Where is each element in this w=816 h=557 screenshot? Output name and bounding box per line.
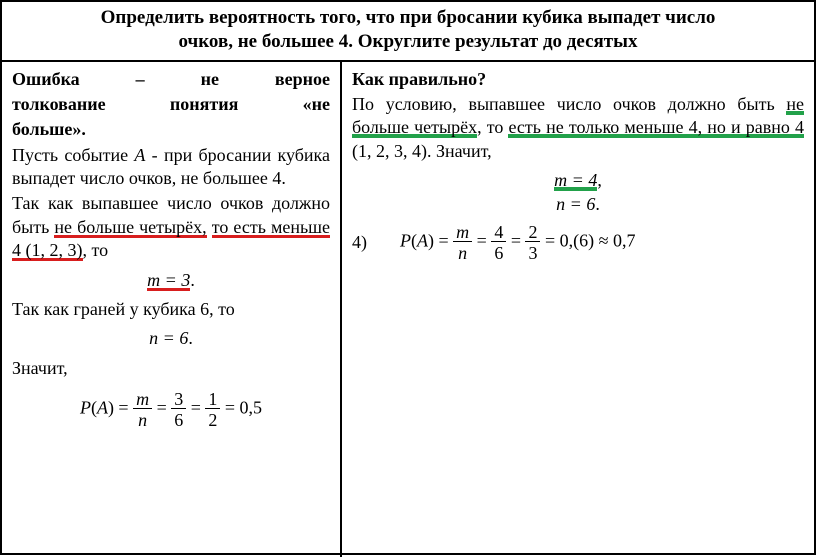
wrong-title-line3: больше». [12, 118, 330, 141]
problem-header: Определить вероятность того, что при бро… [2, 2, 814, 62]
wrong-m-text: m = 3 [147, 270, 190, 290]
cf1d: n [453, 242, 472, 262]
correct-pa: P(A) = [400, 231, 453, 251]
wrong-title-seg2: не [201, 68, 219, 91]
wrong-title-l2c: «не [303, 93, 330, 116]
correct-p1b: , то [477, 117, 508, 137]
correct-final-eq: P(A) = mn = 46 = 23 = 0,(6) ≈ 0,7 [386, 223, 636, 262]
wrong-p1: Пусть событие A - при бросании кубика вы… [12, 144, 330, 191]
wrong-eq2: = [191, 398, 206, 418]
wrong-title-line2: толкование понятия «не [12, 93, 330, 116]
f1d: n [133, 409, 152, 429]
correct-p1a: По условию, выпавшее число очков должно … [352, 94, 786, 114]
correct-m-value: m = 4 [554, 170, 597, 191]
wrong-pa: P(A) = [80, 398, 133, 418]
wrong-title-seg3: верное [275, 68, 330, 91]
cf2n: 4 [491, 223, 506, 242]
wrong-tail: = 0,5 [225, 398, 262, 418]
wrong-column: Ошибка – не верное толкование понятия «н… [2, 62, 342, 557]
f2d: 6 [171, 409, 186, 429]
wrong-eq-m: m = 3. [12, 269, 330, 292]
wrong-m-dot: . [190, 270, 195, 290]
correct-column: Как правильно? По условию, выпавшее числ… [342, 62, 814, 557]
correct-eq-mn: m = 4, n = 6. [352, 171, 804, 213]
wrong-title-l2b: понятия [170, 93, 238, 116]
wrong-frac-2: 36 [171, 390, 186, 429]
wrong-m-value: m = 3 [147, 270, 190, 291]
correct-frac-1: mn [453, 223, 472, 262]
correct-frac-2: 46 [491, 223, 506, 262]
correct-frac-3: 23 [525, 223, 540, 262]
wrong-p3: Так как граней у кубика 6, то [12, 298, 330, 321]
wrong-title-line1: Ошибка – не верное [12, 68, 330, 91]
f3d: 2 [205, 409, 220, 429]
wrong-frac-3: 12 [205, 390, 220, 429]
wrong-eq1: = [157, 398, 172, 418]
wrong-eq-n: n = 6. [12, 327, 330, 350]
correct-p1c: (1, 2, 3, 4). Значит, [352, 141, 492, 161]
correct-underline-2: есть не только меньше 4, но и равно 4 [508, 117, 804, 138]
wrong-p2: Так как выпавшее число очков должно быть… [12, 192, 330, 262]
wrong-frac-1: mn [133, 390, 152, 429]
header-line-1: Определить вероятность того, что при бро… [101, 7, 716, 28]
wrong-title-seg1: Ошибка [12, 68, 80, 91]
f1n: m [133, 390, 152, 409]
wrong-n-text: n = 6 [149, 328, 188, 348]
f3n: 1 [205, 390, 220, 409]
wrong-p1a: Пусть событие [12, 145, 134, 165]
wrong-final-eq: P(A) = mn = 36 = 12 = 0,5 [12, 390, 330, 429]
correct-n-dot: . [595, 194, 600, 214]
correct-eq1: = [477, 231, 492, 251]
wrong-underline-1: не больше четырёх, [54, 217, 206, 238]
worksheet-frame: Определить вероятность того, что при бро… [0, 0, 816, 555]
f2n: 3 [171, 390, 186, 409]
wrong-title-dash: – [136, 68, 145, 91]
wrong-n-dot: . [188, 328, 193, 348]
columns: Ошибка – не верное толкование понятия «н… [2, 62, 814, 557]
header-line-2: очков, не большее 4. Округлите результат… [179, 31, 638, 52]
cf2d: 6 [491, 242, 506, 262]
correct-title: Как правильно? [352, 68, 804, 91]
correct-n-value: n = 6 [556, 194, 595, 214]
event-var: A [134, 145, 145, 165]
cf1n: m [453, 223, 472, 242]
cf3d: 3 [525, 242, 540, 262]
correct-tail: = 0,(6) ≈ 0,7 [545, 231, 636, 251]
step-number: 4) [352, 232, 386, 253]
wrong-p2b: , то [83, 240, 109, 260]
correct-m-comma: , [597, 170, 602, 190]
correct-mn-stack: m = 4, n = 6. [551, 171, 605, 213]
cf3n: 2 [525, 223, 540, 242]
correct-eq2: = [511, 231, 526, 251]
wrong-p4: Значит, [12, 357, 330, 380]
wrong-title-l2a: толкование [12, 93, 106, 116]
correct-p1: По условию, выпавшее число очков должно … [352, 93, 804, 163]
correct-final-row: 4) P(A) = mn = 46 = 23 = 0,(6) ≈ 0,7 [352, 223, 804, 262]
